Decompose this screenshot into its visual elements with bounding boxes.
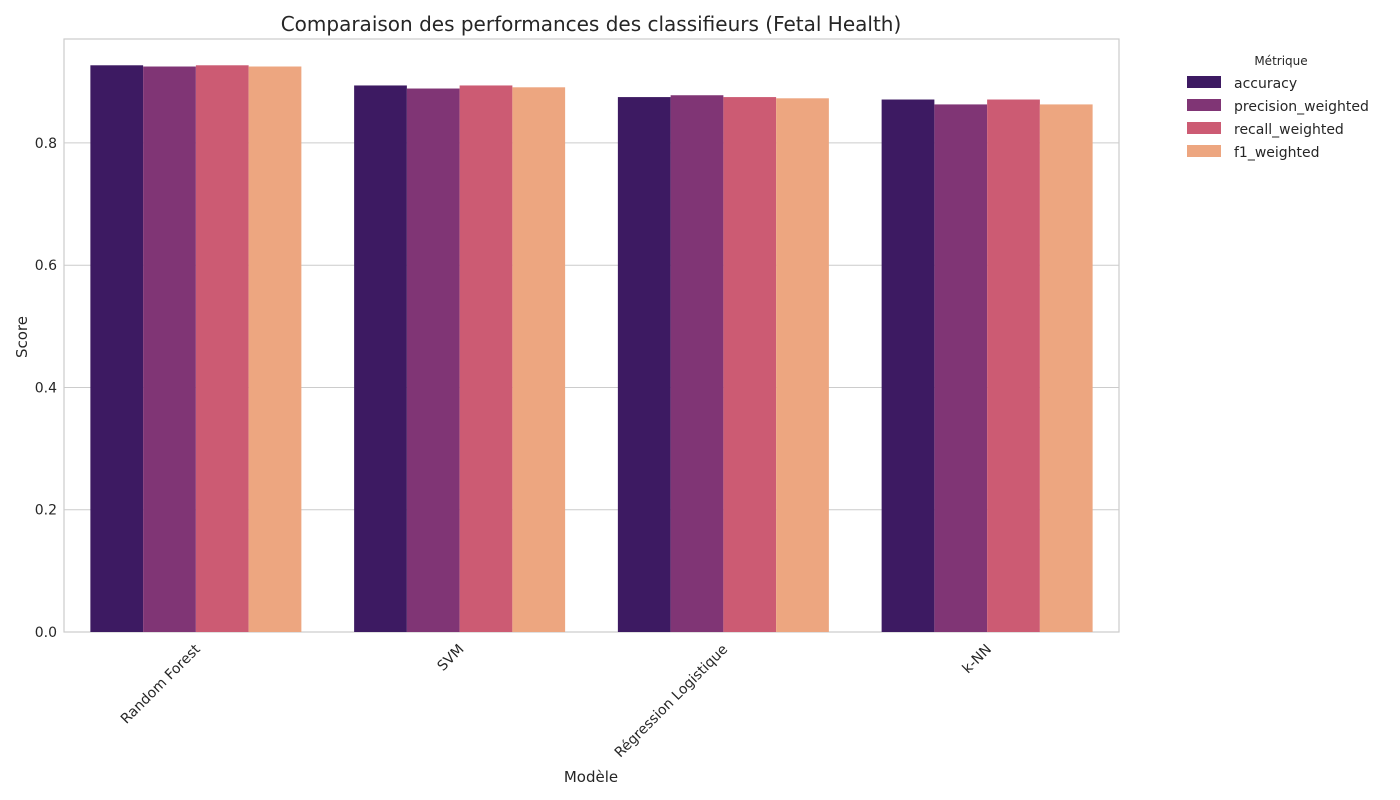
- bar-f1-weighted: [1039, 104, 1093, 633]
- y-tick-label: 0.0: [35, 625, 57, 641]
- bar-precision-weighted: [670, 95, 724, 633]
- y-tick-label: 0.2: [35, 503, 57, 519]
- y-axis-label: Score: [13, 316, 31, 358]
- bar-f1-weighted: [776, 98, 829, 633]
- legend-title: Métrique: [1254, 54, 1307, 68]
- legend-label: recall_weighted: [1234, 122, 1344, 138]
- bar-f1-weighted: [248, 66, 302, 632]
- bar-recall-weighted: [459, 85, 513, 632]
- x-axis-ticks: Random Forest SVM Régression Logistique k-N…: [118, 641, 995, 761]
- x-tick-label: SVM: [435, 642, 468, 675]
- legend-swatch: [1187, 99, 1221, 111]
- y-tick-label: 0.4: [35, 380, 57, 396]
- bar-f1-weighted: [512, 87, 566, 632]
- bar-recall-weighted: [987, 99, 1040, 632]
- x-tick-label: Régression Logistique: [612, 642, 731, 761]
- x-axis-label: Modèle: [564, 768, 618, 786]
- bar-recall-weighted: [195, 65, 249, 633]
- bar-accuracy: [617, 97, 671, 632]
- legend-swatch: [1187, 145, 1221, 157]
- x-tick-label: k-NN: [960, 642, 995, 677]
- y-tick-label: 0.6: [35, 258, 57, 274]
- bar-precision-weighted: [934, 104, 988, 633]
- y-axis-ticks: 0.0 0.2 0.4 0.6 0.8: [35, 136, 57, 641]
- bar-accuracy: [90, 65, 144, 633]
- legend: Métrique accuracy precision_weightedrecal…: [1187, 54, 1369, 161]
- x-tick-label: Random Forest: [118, 641, 204, 727]
- bar-accuracy: [881, 99, 935, 632]
- bar-precision-weighted: [406, 88, 460, 632]
- legend-label: precision_weighted: [1234, 99, 1369, 115]
- bar-accuracy: [354, 85, 407, 632]
- bar-recall-weighted: [723, 97, 777, 632]
- legend-label: f1_weighted: [1234, 145, 1320, 161]
- y-tick-label: 0.8: [35, 136, 57, 152]
- bars: [90, 65, 1093, 633]
- chart-title: Comparaison des performances des classif…: [281, 12, 902, 36]
- plot-area-frame: [63, 38, 1120, 633]
- legend-swatch: [1187, 76, 1221, 88]
- bar-precision-weighted: [143, 66, 196, 632]
- legend-swatch: [1187, 122, 1221, 134]
- legend-label: accuracy: [1234, 76, 1297, 92]
